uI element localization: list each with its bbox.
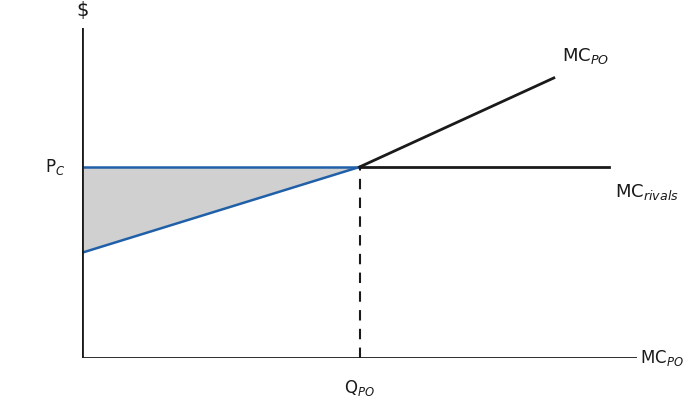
Text: P$_C$: P$_C$ bbox=[45, 157, 66, 177]
Polygon shape bbox=[82, 167, 360, 253]
Text: MC$_{PO}$: MC$_{PO}$ bbox=[640, 348, 684, 368]
Text: Q$_{PO}$: Q$_{PO}$ bbox=[344, 378, 375, 398]
Text: $: $ bbox=[76, 1, 88, 20]
Text: MC$_{PO}$: MC$_{PO}$ bbox=[562, 46, 610, 66]
Text: MC$_{rivals}$: MC$_{rivals}$ bbox=[615, 182, 679, 202]
